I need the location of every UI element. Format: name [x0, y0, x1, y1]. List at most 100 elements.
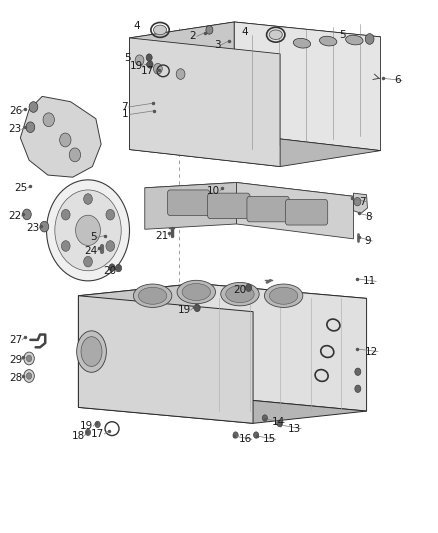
Circle shape — [61, 209, 70, 220]
Polygon shape — [20, 96, 101, 177]
Text: 12: 12 — [365, 346, 378, 357]
Text: 22: 22 — [9, 211, 22, 221]
Text: 14: 14 — [272, 417, 285, 427]
Circle shape — [24, 369, 34, 382]
Ellipse shape — [81, 337, 102, 367]
Text: 21: 21 — [155, 231, 169, 241]
Text: 3: 3 — [214, 40, 220, 50]
Text: 18: 18 — [71, 431, 85, 441]
Text: 7: 7 — [359, 197, 365, 207]
Polygon shape — [78, 395, 367, 423]
Polygon shape — [78, 284, 196, 407]
Polygon shape — [130, 38, 280, 166]
Text: 5: 5 — [90, 232, 97, 243]
Text: 6: 6 — [395, 76, 401, 85]
Circle shape — [355, 368, 361, 375]
Ellipse shape — [346, 35, 363, 45]
Circle shape — [85, 429, 91, 435]
Text: 17: 17 — [91, 429, 104, 439]
Text: 4: 4 — [242, 27, 248, 37]
Text: 8: 8 — [365, 212, 371, 222]
Circle shape — [26, 122, 35, 133]
Text: 28: 28 — [9, 373, 22, 383]
Circle shape — [26, 373, 32, 379]
Ellipse shape — [77, 331, 106, 372]
Circle shape — [43, 113, 54, 127]
Circle shape — [55, 190, 121, 271]
Ellipse shape — [226, 286, 254, 303]
Circle shape — [106, 241, 115, 252]
Text: 16: 16 — [239, 434, 252, 445]
Circle shape — [254, 432, 259, 438]
FancyBboxPatch shape — [286, 199, 328, 225]
Polygon shape — [145, 182, 353, 203]
Circle shape — [233, 432, 238, 438]
Ellipse shape — [293, 38, 311, 48]
Text: 5: 5 — [339, 30, 346, 41]
Circle shape — [61, 241, 70, 252]
Polygon shape — [78, 284, 367, 312]
Ellipse shape — [319, 36, 337, 46]
Polygon shape — [353, 193, 367, 213]
Circle shape — [194, 304, 200, 312]
Ellipse shape — [269, 30, 283, 39]
Polygon shape — [130, 134, 381, 166]
Circle shape — [29, 102, 38, 112]
Circle shape — [206, 26, 213, 34]
Text: 19: 19 — [130, 61, 143, 70]
Circle shape — [26, 356, 32, 362]
Ellipse shape — [138, 287, 167, 304]
Text: 19: 19 — [177, 305, 191, 315]
FancyBboxPatch shape — [247, 196, 289, 222]
Polygon shape — [130, 22, 234, 150]
Circle shape — [246, 284, 252, 292]
Text: 23: 23 — [9, 124, 22, 134]
Ellipse shape — [269, 287, 298, 304]
Polygon shape — [145, 182, 237, 229]
Polygon shape — [130, 22, 381, 54]
Circle shape — [147, 61, 153, 68]
Text: 29: 29 — [9, 354, 22, 365]
Polygon shape — [196, 284, 367, 411]
Ellipse shape — [182, 284, 211, 301]
Polygon shape — [234, 22, 381, 151]
Circle shape — [135, 55, 144, 66]
Text: 26: 26 — [9, 106, 22, 116]
Circle shape — [60, 133, 71, 147]
Text: 23: 23 — [26, 223, 39, 233]
Text: 13: 13 — [288, 424, 301, 434]
FancyBboxPatch shape — [208, 193, 250, 219]
Text: 25: 25 — [14, 183, 28, 193]
Circle shape — [146, 54, 152, 61]
Text: 1: 1 — [122, 109, 129, 119]
Text: 27: 27 — [9, 335, 22, 345]
Text: 17: 17 — [141, 67, 155, 76]
Circle shape — [76, 215, 100, 246]
Circle shape — [354, 197, 361, 206]
FancyBboxPatch shape — [167, 190, 210, 215]
Circle shape — [40, 221, 49, 232]
Circle shape — [84, 193, 92, 204]
Text: 2: 2 — [189, 31, 196, 42]
Polygon shape — [237, 182, 353, 239]
Ellipse shape — [221, 282, 259, 306]
Circle shape — [24, 352, 34, 365]
Text: 4: 4 — [134, 21, 141, 31]
Circle shape — [365, 34, 374, 44]
Text: 7: 7 — [121, 102, 127, 112]
Circle shape — [277, 420, 282, 426]
Circle shape — [176, 69, 185, 79]
Circle shape — [355, 385, 361, 392]
Text: 19: 19 — [80, 421, 93, 431]
Circle shape — [116, 264, 122, 272]
Ellipse shape — [265, 284, 303, 308]
Circle shape — [109, 264, 115, 271]
Circle shape — [262, 415, 268, 421]
Circle shape — [106, 209, 115, 220]
Circle shape — [46, 180, 130, 281]
Text: 20: 20 — [103, 266, 117, 276]
Ellipse shape — [153, 25, 166, 35]
Ellipse shape — [134, 284, 172, 308]
Circle shape — [22, 209, 31, 220]
Text: 11: 11 — [363, 277, 376, 286]
